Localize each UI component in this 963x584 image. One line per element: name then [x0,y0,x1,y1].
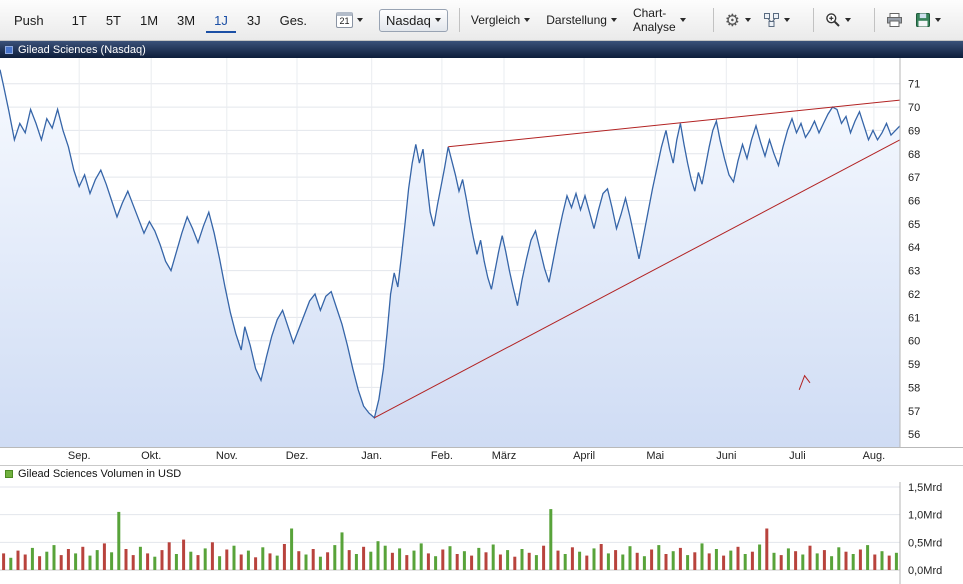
push-button[interactable]: Push [14,12,44,28]
tab-3m[interactable]: 3M [177,12,196,28]
tab-3j[interactable]: 3J [246,12,261,28]
y-axis-label: 67 [908,172,920,184]
price-area-fill [0,69,900,447]
calendar-button[interactable]: 21 [336,12,364,28]
x-axis-label: Feb. [430,450,453,462]
price-xaxis: Sep. Okt. Nov. Dez. Jan. Feb. März April Mai Juni… [0,447,963,465]
chevron-down-icon [524,18,531,22]
y-axis-label: 69 [908,125,920,137]
price-line [0,69,901,419]
price-legend: Gilead Sciences (Nasdaq) [0,41,963,58]
y-axis-label: 68 [908,149,920,161]
chevron-down-icon [935,18,941,22]
floppy-disk-icon [916,13,930,27]
gear-icon: ⚙ [724,10,740,30]
y-axis-label: 61 [908,312,920,324]
y-axis-label: 66 [908,196,920,208]
range-tabs: 1T 5T 1M 3M 1J 3J Ges. [64,8,318,33]
print-button[interactable] [886,12,903,28]
y-axis-label: 57 [908,406,920,418]
tab-1m[interactable]: 1M [139,12,159,28]
toolbar-separator [458,8,460,32]
toolbar-separator [712,8,714,32]
x-axis-label: Sep. [67,450,91,462]
y-axis-label: 59 [908,359,920,371]
y-axis-label: 64 [908,242,920,254]
series-color-swatch [5,45,13,54]
menu-chart-analyse-label: Chart-Analyse [632,6,676,34]
y-axis-label: 60 [908,336,920,348]
chevron-down-icon [745,18,751,22]
volume-y-axis-label: 0,0Mrd [908,565,942,577]
volume-y-axis-label: 1,5Mrd [908,482,942,494]
x-axis-label: Dez. [285,450,309,462]
volume-y-axis-label: 0,5Mrd [908,537,942,549]
y-axis-label: 63 [908,266,920,278]
y-axis-label: 58 [908,382,920,394]
price-legend-label: Gilead Sciences (Nasdaq) [18,43,146,56]
market-select[interactable]: Nasdaq [379,8,448,32]
tab-ges[interactable]: Ges. [279,12,308,28]
y-axis-label: 56 [908,429,920,441]
volume-color-swatch [5,470,13,478]
volume-plot-svg: 0,0Mrd 0,5Mrd 1,0Mrd 1,5Mrd [0,482,942,584]
menu-chart-analyse[interactable]: Chart-Analyse [633,6,686,34]
chevron-down-icon [434,18,441,22]
volume-legend-label: Gilead Sciences Volumen in USD [18,468,182,480]
printer-icon [887,13,902,27]
chart-tools-button[interactable] [763,12,790,28]
chevron-down-icon [784,18,790,22]
trend-line [448,99,901,148]
volume-plot: 0,0Mrd 0,5Mrd 1,0Mrd 1,5Mrd [0,482,963,584]
x-axis-label: Juni [716,450,737,462]
toolbar: Push 1T 5T 1M 3M 1J 3J Ges. 21 Nasdaq Ve… [0,0,963,41]
toolbar-separator [813,8,814,32]
magnifier-plus-icon [826,13,840,27]
chevron-down-icon [610,18,617,22]
menu-vergleich[interactable]: Vergleich [470,13,531,27]
x-axis-label: Aug. [862,450,886,462]
x-axis-label: Nov. [215,450,238,462]
menu-darstellung-label: Darstellung [546,13,607,27]
x-axis-label: März [491,450,517,462]
menu-darstellung[interactable]: Darstellung [546,13,617,27]
x-axis-label: Okt. [141,450,162,462]
chevron-down-icon [357,18,364,22]
x-axis-label: April [573,450,596,462]
volume-y-axis-label: 1,0Mrd [908,510,942,522]
calendar-icon: 21 [336,12,354,28]
menu-vergleich-label: Vergleich [470,13,521,27]
price-plot[interactable]: 56 57 58 59 60 61 62 63 64 65 66 67 68 69 70 71 [0,58,963,447]
trend-line [798,374,811,390]
x-axis-label: Jan. [361,450,383,462]
zoom-button[interactable] [825,12,851,28]
market-select-value: Nasdaq [386,12,431,28]
save-button[interactable] [915,12,941,28]
volume-bars [2,509,898,570]
y-axis-label: 65 [908,219,920,231]
tab-1j[interactable]: 1J [206,8,236,33]
y-axis-label: 62 [908,289,920,301]
x-axis-label: Juli [789,450,806,462]
chevron-down-icon [845,18,851,22]
y-axis-label: 71 [908,79,920,91]
chevron-down-icon [679,18,686,22]
toolbar-separator [874,8,875,32]
tab-1t[interactable]: 1T [71,12,87,28]
settings-button[interactable]: ⚙ [725,12,751,29]
x-axis-label: Mai [646,450,665,462]
volume-legend: Gilead Sciences Volumen in USD [0,465,963,482]
tab-5t[interactable]: 5T [105,12,121,28]
trend-line [374,139,901,419]
price-plot-svg: 56 57 58 59 60 61 62 63 64 65 66 67 68 69 70 71 [0,58,920,447]
nodes-icon [764,13,779,27]
y-axis-label: 70 [908,102,920,114]
